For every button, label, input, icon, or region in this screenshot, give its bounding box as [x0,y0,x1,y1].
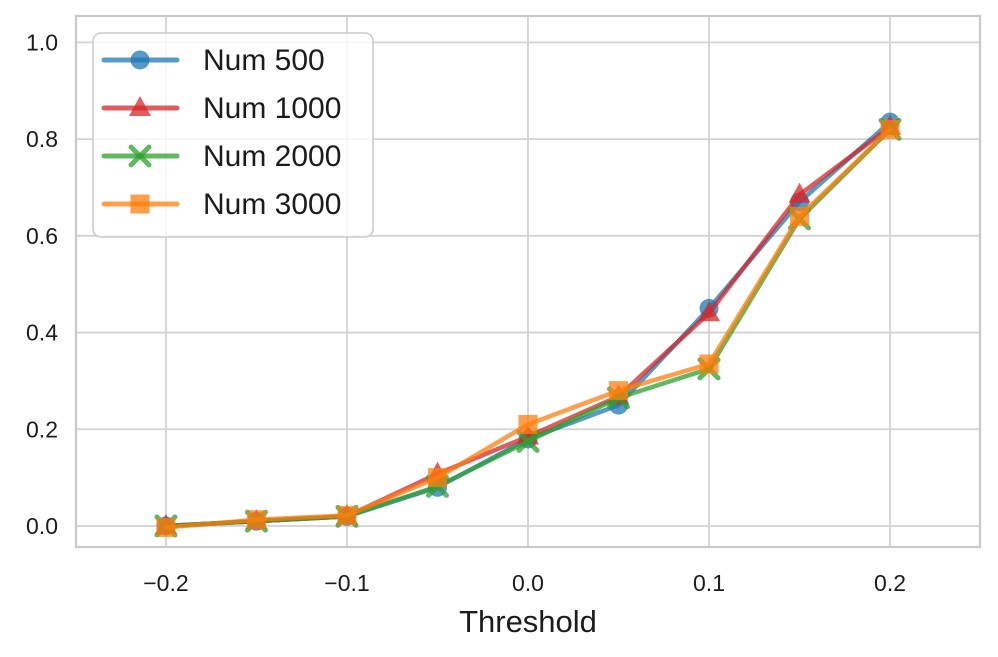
legend-box [92,32,374,238]
marker-square-num-3000 [156,517,176,537]
y-tick-label: 1.0 [26,29,58,55]
legend-label-num-1000: Num 1000 [203,92,341,125]
marker-triangle-num-1000 [698,301,721,322]
marker-x-num-2000 [516,429,540,453]
y-tick-label: 0.0 [26,513,58,539]
marker-square-num-3000 [246,510,266,530]
x-tick-label: 0.1 [693,570,725,596]
legend-marker-num-1000 [129,96,151,116]
y-tick-label: 0.6 [26,223,58,249]
x-axis-title: Threshold [459,604,597,639]
legend-marker-num-2000 [128,144,152,168]
legend-label-num-2000: Num 2000 [203,140,341,173]
marker-square-num-3000 [427,468,447,488]
marker-square-num-3000 [337,505,357,525]
legend-marker-num-500 [130,50,150,70]
marker-square-num-3000 [880,119,900,139]
marker-square-num-3000 [790,206,810,226]
y-tick-label: 0.8 [26,126,58,152]
marker-triangle-num-1000 [788,182,811,203]
x-tick-label: 0.0 [512,570,544,596]
x-tick-label: 0.2 [874,570,906,596]
legend-label-num-3000: Num 3000 [203,188,341,221]
marker-square-num-3000 [699,354,719,374]
plot-border [74,14,982,549]
marker-square-num-3000 [518,414,538,434]
legend-marker-num-3000 [130,194,150,214]
marker-square-num-3000 [609,381,629,401]
x-tick-label: −0.1 [324,570,369,596]
legend-label-num-500: Num 500 [203,44,325,77]
y-tick-label: 0.2 [26,416,58,442]
y-tick-label: 0.4 [26,320,58,346]
x-tick-label: −0.2 [143,570,188,596]
